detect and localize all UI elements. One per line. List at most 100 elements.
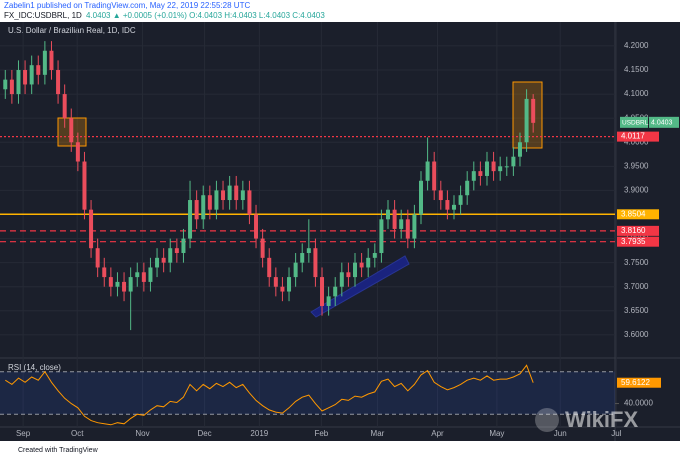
candle-body — [504, 166, 509, 168]
x-tick-label: Oct — [71, 429, 84, 438]
candle-body — [75, 142, 80, 162]
candle-body — [36, 65, 41, 75]
candle-body — [141, 272, 146, 282]
y-tick-label: 3.9500 — [624, 161, 649, 170]
y-tick-label: 3.6000 — [624, 330, 649, 339]
candle-body — [293, 262, 298, 278]
candle-body — [181, 238, 186, 254]
candle-body — [333, 286, 338, 297]
candle-body — [399, 219, 404, 229]
last-price-box — [649, 116, 679, 128]
candle-body — [260, 238, 265, 258]
candle-body — [56, 70, 61, 95]
candle-body — [201, 195, 206, 220]
watermark-logo — [535, 408, 559, 432]
level-tag — [617, 225, 659, 236]
level-label: 3.8160 — [621, 226, 646, 235]
candle-body — [161, 257, 166, 263]
candle-body — [517, 142, 522, 157]
candle-body — [207, 195, 212, 210]
candle-body — [234, 185, 239, 201]
candle-body — [247, 190, 252, 215]
x-tick-label: Dec — [197, 429, 211, 438]
candle-body — [287, 277, 292, 292]
rsi-band — [0, 371, 615, 415]
candle-body — [445, 200, 450, 210]
chart-title: U.S. Dollar / Brazilian Real, 1D, IDC — [8, 26, 136, 35]
candle-body — [9, 79, 14, 95]
candle-body — [214, 190, 219, 210]
candle-body — [339, 272, 344, 287]
candle-body — [379, 219, 384, 254]
candle-body — [372, 253, 377, 258]
candle-body — [42, 50, 47, 75]
candle-body — [484, 161, 489, 176]
candle-body — [23, 70, 28, 85]
candle-body — [359, 262, 364, 268]
x-tick-label: Nov — [135, 429, 149, 438]
candle-body — [29, 65, 34, 85]
x-tick-label: Feb — [314, 429, 328, 438]
candle-body — [108, 277, 113, 287]
candle-body — [194, 200, 199, 220]
footer: Created with TradingView — [18, 447, 99, 454]
y-tick-label: 3.7000 — [624, 282, 649, 291]
candle-body — [531, 98, 536, 123]
candle-body — [135, 272, 140, 278]
candle-body — [174, 248, 179, 254]
symbol: FX_IDC:USDBRL, 1D — [4, 11, 82, 20]
candle-body — [49, 50, 54, 71]
rsi-title: RSI (14, close) — [8, 363, 61, 372]
candle-body — [115, 281, 120, 287]
candle-body — [89, 209, 94, 249]
candle-body — [221, 190, 226, 201]
candle-body — [240, 190, 245, 201]
x-tick-label: Sep — [16, 429, 31, 438]
y-tick-label: 3.9000 — [624, 186, 649, 195]
candle-body — [320, 277, 325, 306]
candle-body — [254, 214, 259, 239]
candle-body — [313, 248, 318, 278]
candle-body — [511, 156, 516, 167]
candle-body — [227, 185, 232, 201]
symbol-tag: USDBRL — [622, 120, 649, 127]
x-tick-label: Jul — [611, 429, 621, 438]
rsi-last-value: 59.6122 — [621, 378, 650, 387]
y-tick-label: 4.0000 — [624, 137, 649, 146]
candle-body — [386, 209, 391, 220]
candle-body — [188, 200, 193, 239]
level-tag — [617, 236, 659, 247]
candle-body — [366, 257, 371, 268]
watermark: WikiFX — [565, 407, 638, 432]
level-label: 3.7935 — [621, 237, 646, 246]
y-tick-label: 4.2000 — [624, 41, 649, 50]
x-tick-label: Mar — [371, 429, 385, 438]
candle-body — [425, 161, 430, 181]
candle-body — [300, 253, 305, 263]
candle-body — [498, 166, 503, 172]
level-tag — [617, 209, 659, 220]
symbol-tag-box — [620, 116, 648, 128]
candle-body — [392, 209, 397, 229]
x-tick-label: Apr — [431, 429, 444, 438]
y-tick-label: 40.0000 — [624, 399, 653, 408]
candle-body — [62, 94, 67, 119]
candle-body — [168, 248, 173, 263]
candle-body — [458, 195, 463, 205]
quote: 4.0403 ▲ +0.0005 (+0.01%) O:4.0403 H:4.0… — [86, 11, 325, 20]
level-tag — [617, 131, 659, 142]
y-tick-label: 4.1500 — [624, 65, 649, 74]
candle-body — [524, 98, 529, 143]
candle-body — [122, 281, 127, 292]
candle-body — [69, 118, 74, 143]
candle-body — [102, 267, 107, 278]
y-tick-label: 3.7500 — [624, 258, 649, 267]
candle-body — [418, 180, 423, 215]
candle-body — [155, 257, 160, 268]
candle-body — [438, 190, 443, 201]
candle-body — [465, 180, 470, 196]
candle-body — [432, 161, 437, 191]
candle-body — [16, 70, 21, 95]
x-tick-label: Jun — [554, 429, 567, 438]
